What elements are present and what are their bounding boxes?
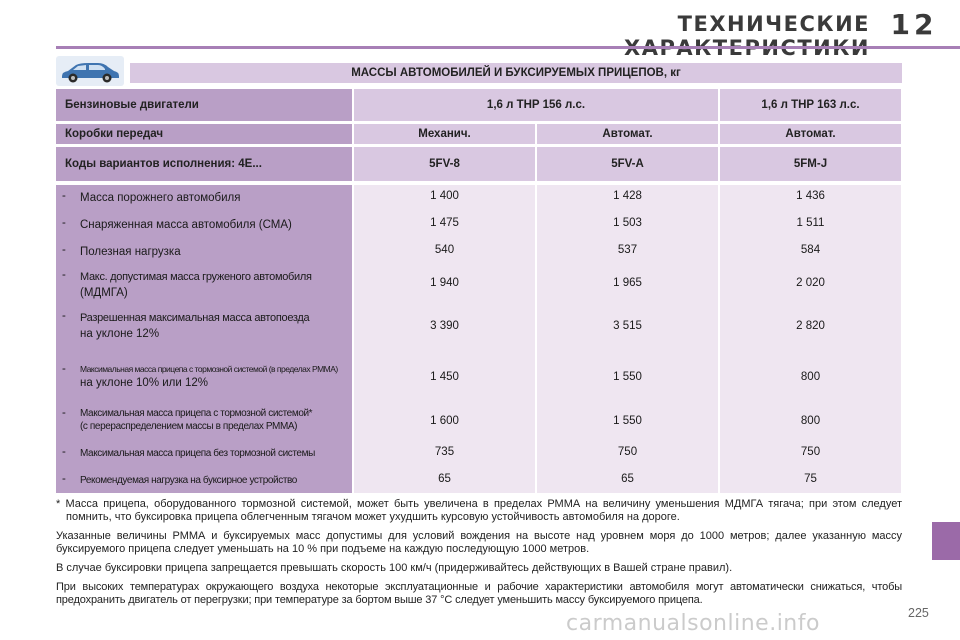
cell-value: 800 — [800, 415, 821, 427]
header-divider — [56, 46, 960, 49]
cell-value: 1 436 — [796, 190, 825, 202]
mass-table-body: - Масса порожнего автомобиля - Снаряженн… — [56, 185, 902, 493]
cell-value: 735 — [434, 446, 455, 458]
cell-value: 2 820 — [796, 320, 825, 332]
row-label: Макс. допустимая масса груженого автомоб… — [80, 271, 312, 283]
cell-value: 1 550 — [613, 415, 642, 427]
table-row: - Разрешенная максимальная масса автопое… — [62, 310, 310, 340]
values-column-2: 1 428 1 503 537 1 965 3 515 1 550 1 550 … — [537, 185, 718, 493]
notes-section: * Масса прицепа, оборудованного тормозно… — [56, 498, 902, 613]
row-label: Масса порожнего автомобиля — [80, 192, 241, 204]
codes-label: Коды вариантов исполнения: 4E... — [56, 147, 352, 181]
table-row: - Полезная нагрузка — [62, 244, 181, 258]
note-paragraph: В случае буксировки прицепа запрещается … — [56, 562, 733, 574]
gearbox-label: Коробки передач — [56, 124, 352, 144]
cell-value: 1 400 — [430, 190, 459, 202]
table-row: - Рекомендуемая нагрузка на буксирное ус… — [62, 473, 297, 486]
table-row: - Максимальная масса прицепа с тормозной… — [62, 363, 338, 389]
note-paragraph: Указанные величины РММА и буксируемых ма… — [56, 530, 902, 555]
note-paragraph: При высоких температурах окружающего воз… — [56, 581, 902, 606]
page-number: 225 — [908, 606, 929, 620]
table-row: - Масса порожнего автомобиля — [62, 190, 241, 204]
cell-value: 75 — [804, 473, 817, 485]
footnote: * Масса прицепа, оборудованного тормозно… — [56, 498, 902, 523]
watermark: carmanualsonline.info — [566, 611, 820, 636]
cell-value: 584 — [800, 244, 821, 256]
code-3: 5FM-J — [720, 147, 901, 181]
row-label: Максимальная масса прицепа с тормозной с… — [80, 364, 338, 374]
cell-value: 1 940 — [430, 277, 459, 289]
table-row: - Максимальная масса прицепа без тормозн… — [62, 446, 315, 459]
row-label: Полезная нагрузка — [80, 246, 181, 258]
engines-label: Бензиновые двигатели — [56, 89, 352, 121]
row-label-line2: на уклоне 12% — [80, 328, 160, 340]
car-icon — [56, 56, 124, 86]
row-label-line2: на уклоне 10% или 12% — [80, 377, 209, 389]
code-2: 5FV-A — [537, 147, 718, 181]
cell-value: 1 450 — [430, 371, 459, 383]
row-label-line2: (МДМГА) — [80, 287, 128, 299]
chapter-side-tab — [932, 522, 960, 560]
cell-value: 537 — [617, 244, 638, 256]
gearbox-3: Автомат. — [720, 124, 901, 144]
chapter-number: 12 — [890, 8, 938, 41]
engines-row: Бензиновые двигатели 1,6 л THP 156 л.с. … — [56, 89, 902, 121]
page-title: ТЕХНИЧЕСКИЕ ХАРАКТЕРИСТИКИ — [624, 12, 870, 60]
code-1: 5FV-8 — [354, 147, 535, 181]
cell-value: 1 475 — [430, 217, 459, 229]
gearbox-row: Коробки передач Механич. Автомат. Автома… — [56, 124, 902, 144]
cell-value: 65 — [621, 473, 634, 485]
cell-value: 1 600 — [430, 415, 459, 427]
cell-value: 3 390 — [430, 320, 459, 332]
row-label-line2: (с перераспределением массы в пределах Р… — [80, 421, 298, 432]
gearbox-1: Механич. — [354, 124, 535, 144]
cell-value: 750 — [800, 446, 821, 458]
values-column-1: 1 400 1 475 540 1 940 3 390 1 450 1 600 … — [354, 185, 535, 493]
cell-value: 800 — [800, 371, 821, 383]
cell-value: 1 428 — [613, 190, 642, 202]
cell-value: 1 511 — [796, 217, 825, 229]
values-column-3: 1 436 1 511 584 2 020 2 820 800 800 750 … — [720, 185, 901, 493]
row-label: Разрешенная максимальная масса автопоезд… — [80, 312, 310, 324]
table-row: - Снаряженная масса автомобиля (СМА) — [62, 217, 292, 231]
row-label: Рекомендуемая нагрузка на буксирное устр… — [80, 475, 297, 486]
cell-value: 1 503 — [613, 217, 642, 229]
table-title: МАССЫ АВТОМОБИЛЕЙ И БУКСИРУЕМЫХ ПРИЦЕПОВ… — [130, 63, 902, 83]
row-label: Максимальная масса прицепа без тормозной… — [80, 448, 315, 459]
cell-value: 65 — [438, 473, 451, 485]
cell-value: 1 965 — [613, 277, 642, 289]
table-row: - Макс. допустимая масса груженого автом… — [62, 269, 312, 299]
gearbox-2: Автомат. — [537, 124, 718, 144]
engine-2: 1,6 л THP 163 л.с. — [720, 89, 901, 121]
cell-value: 540 — [434, 244, 455, 256]
cell-value: 2 020 — [796, 277, 825, 289]
table-row: - Максимальная масса прицепа с тормозной… — [62, 407, 313, 432]
row-labels-column: - Масса порожнего автомобиля - Снаряженн… — [56, 185, 352, 493]
row-label: Снаряженная масса автомобиля (СМА) — [80, 219, 292, 231]
cell-value: 750 — [617, 446, 638, 458]
cell-value: 3 515 — [613, 320, 642, 332]
row-label: Максимальная масса прицепа с тормозной с… — [80, 408, 313, 419]
codes-row: Коды вариантов исполнения: 4E... 5FV-8 5… — [56, 147, 902, 181]
engine-1: 1,6 л THP 156 л.с. — [354, 89, 718, 121]
cell-value: 1 550 — [613, 371, 642, 383]
